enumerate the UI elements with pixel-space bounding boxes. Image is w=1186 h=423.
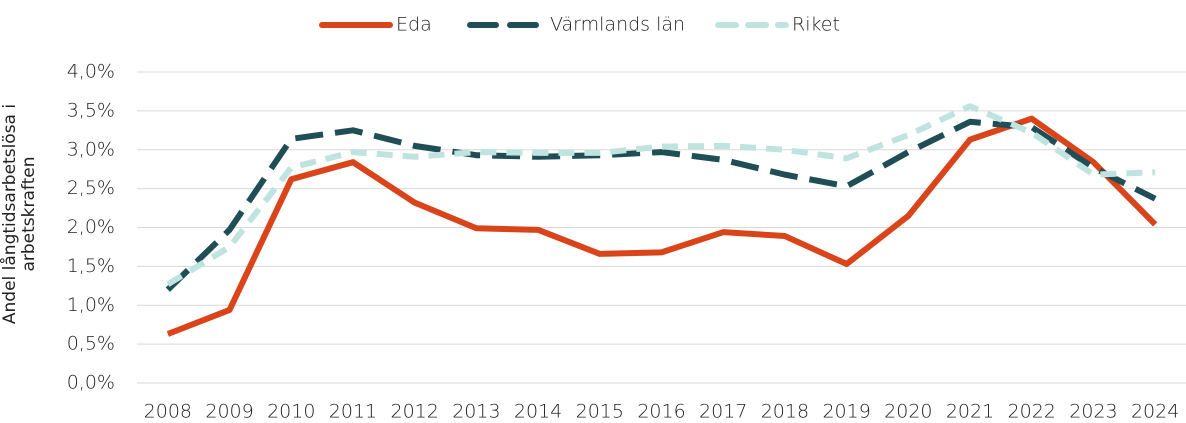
x-tick-label: 2014: [514, 401, 562, 423]
x-tick-label: 2023: [1069, 401, 1117, 423]
x-tick-label: 2012: [390, 401, 438, 423]
legend-label: Riket: [792, 14, 840, 36]
x-tick-label: 2020: [884, 401, 932, 423]
legend-label: Värmlands län: [550, 14, 685, 36]
x-tick-label: 2011: [329, 401, 377, 423]
legend-label: Eda: [396, 14, 432, 36]
x-tick-label: 2015: [576, 401, 624, 423]
y-tick-label: 1,5%: [67, 255, 115, 277]
y-axis-label: Andel långtidsarbetslösa i arbetskraften: [0, 103, 39, 325]
x-tick-label: 2008: [144, 401, 192, 423]
y-tick-label: 1,0%: [67, 294, 115, 316]
x-tick-label: 2022: [1008, 401, 1056, 423]
x-tick-label: 2009: [205, 401, 253, 423]
y-tick-label: 0,5%: [67, 333, 115, 355]
x-tick-label: 2017: [699, 401, 747, 423]
y-tick-label: 2,0%: [67, 216, 115, 238]
x-tick-label: 2019: [822, 401, 870, 423]
x-tick-label: 2021: [946, 401, 994, 423]
series-line: [165, 118, 1157, 292]
x-tick-label: 2010: [267, 401, 315, 423]
y-tick-label: 0,0%: [67, 372, 115, 394]
x-tick-label: 2024: [1131, 401, 1179, 423]
y-tick-label: 2,5%: [67, 177, 115, 199]
y-tick-label: 3,5%: [67, 99, 115, 121]
y-tick-label: 4,0%: [67, 61, 115, 83]
x-tick-label: 2013: [452, 401, 500, 423]
x-tick-label: 2016: [637, 401, 685, 423]
x-tick-label: 2018: [761, 401, 809, 423]
series-line: [166, 103, 1156, 287]
series-line: [166, 115, 1158, 337]
y-tick-label: 3,0%: [67, 138, 115, 160]
